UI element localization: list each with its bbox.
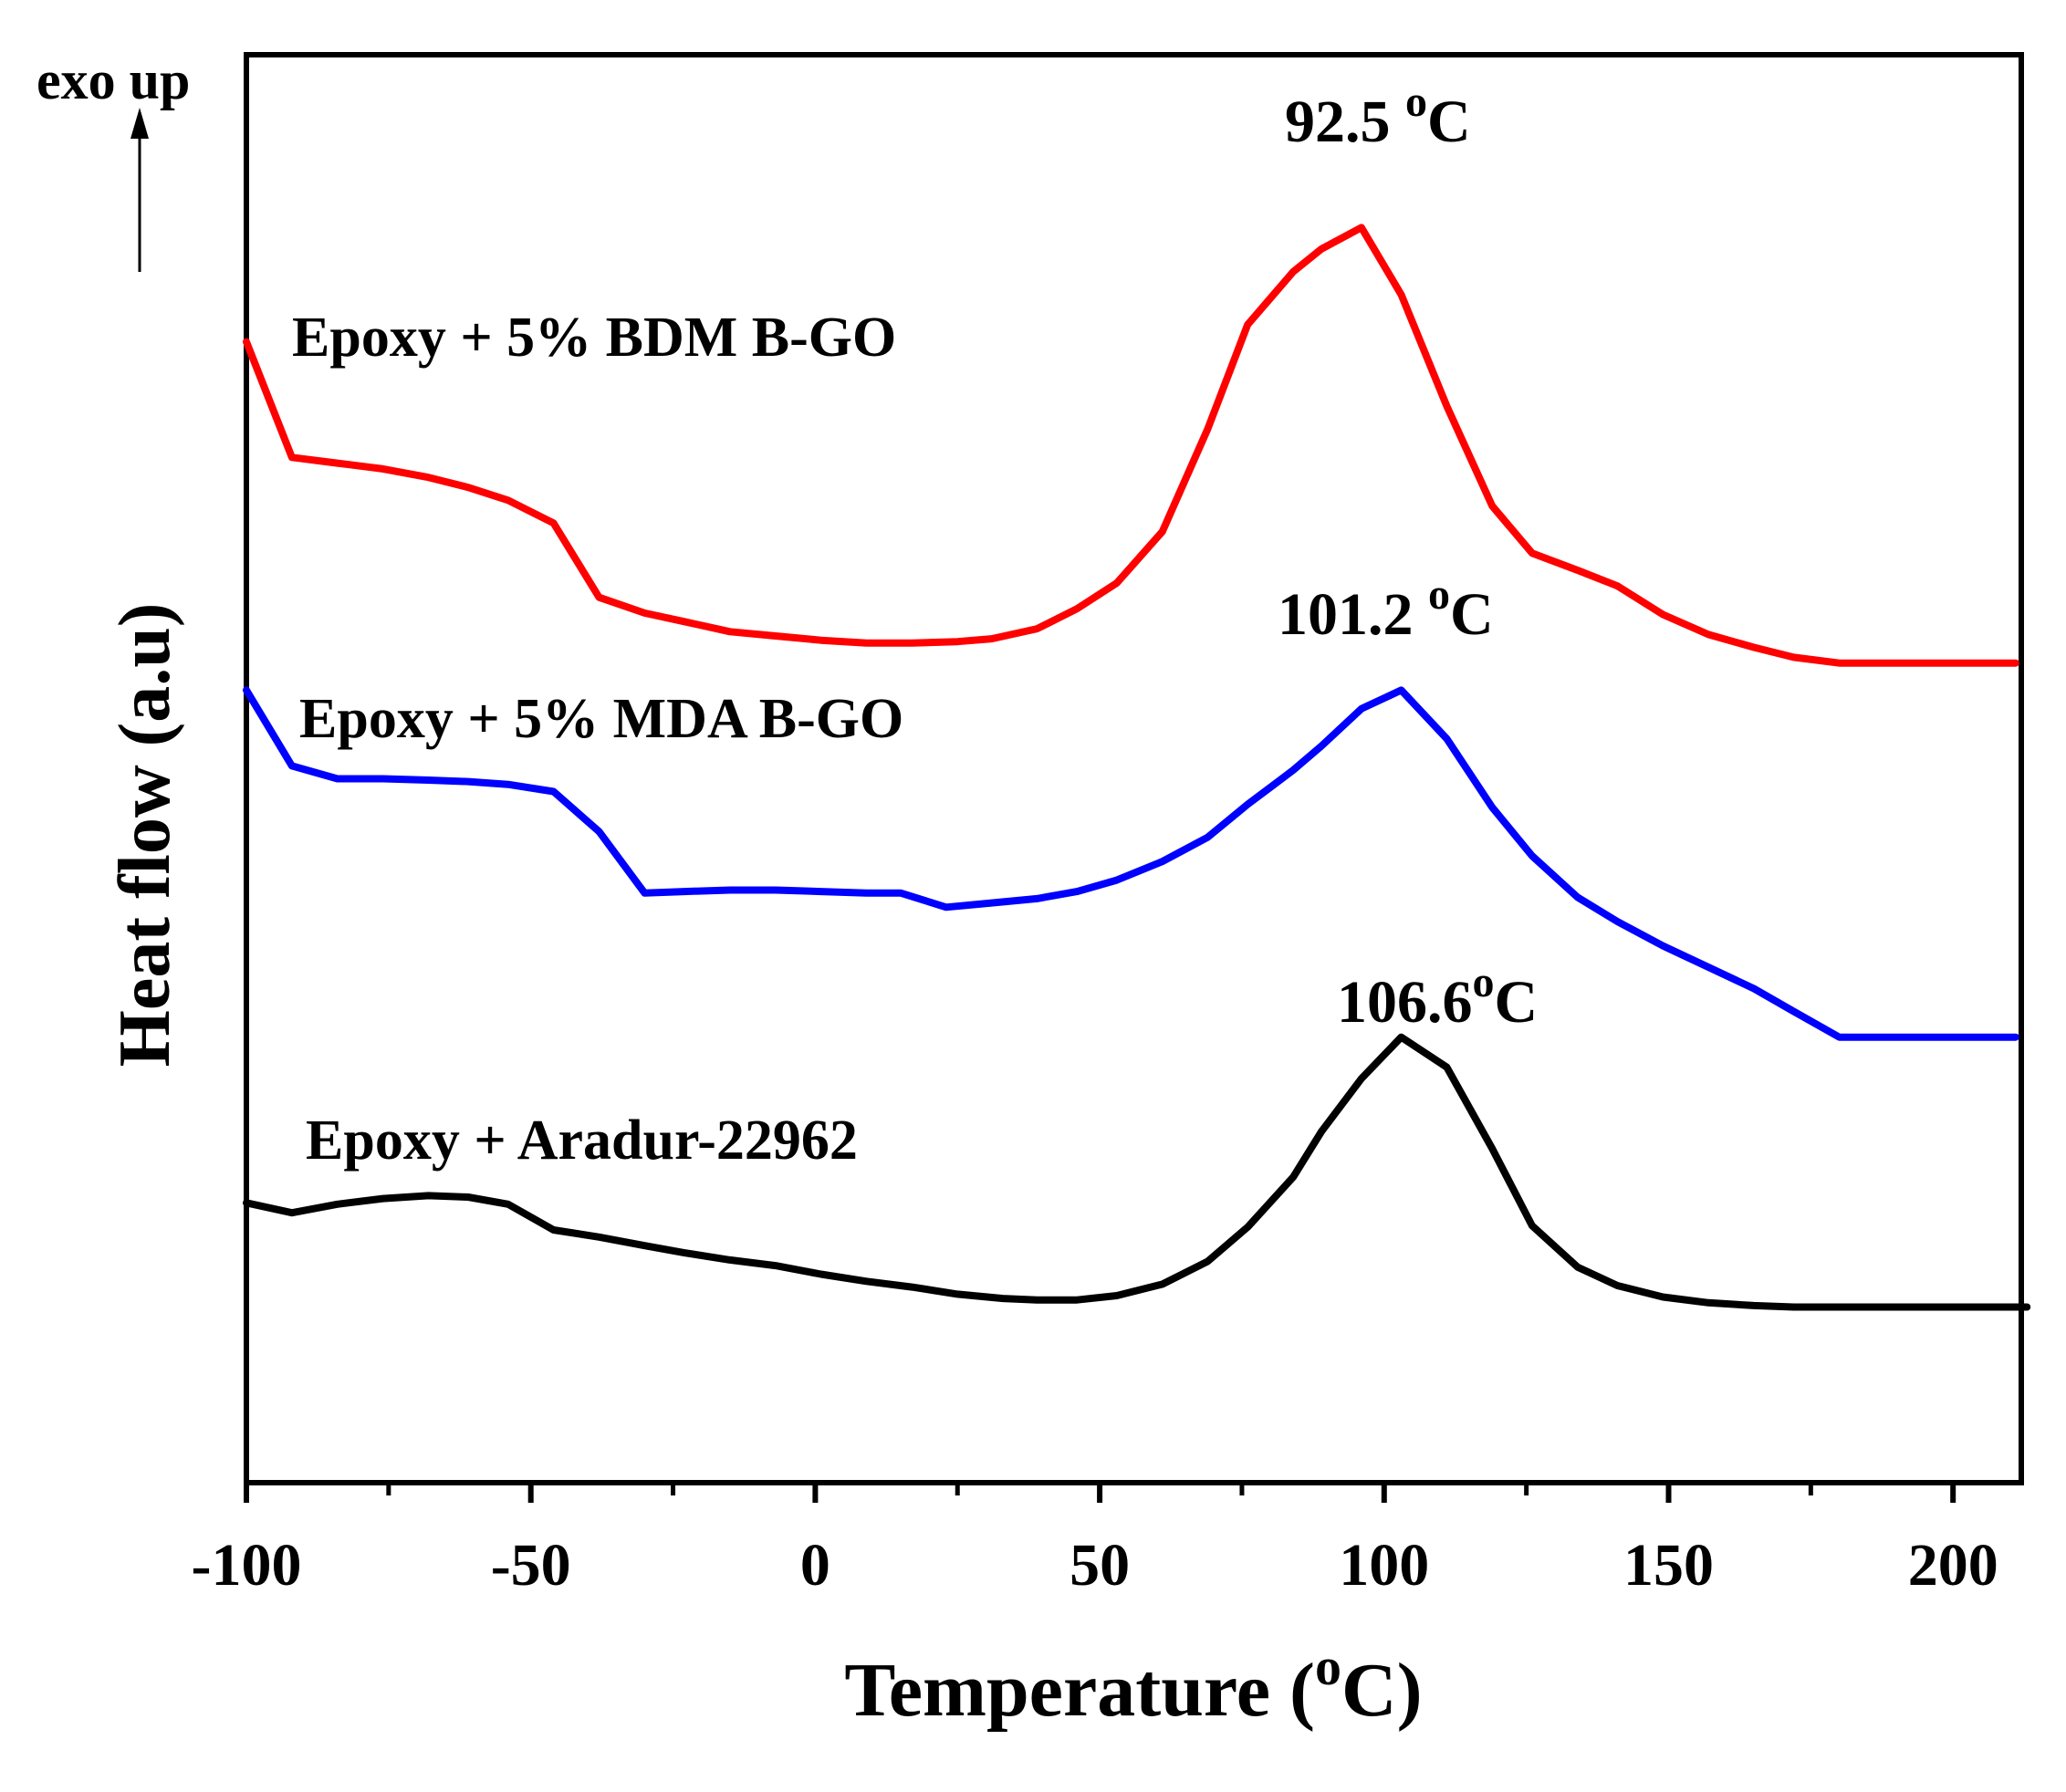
series-line-mda [243,686,2019,1041]
exo-up-label: exo up [37,50,190,110]
plot-frame [244,52,2024,1485]
peak-degree-aradur: o [1473,958,1495,1006]
series-layer [243,224,2031,1311]
x-tick-label: 50 [1070,1532,1130,1599]
peak-unit-aradur: C [1495,969,1539,1036]
peak-value-bdm: 92.5 [1285,89,1405,155]
y-axis-label: Heat flow (a.u) [105,603,185,1068]
x-tick-label: 150 [1623,1532,1714,1599]
x-axis-label-suffix: C) [1341,1648,1423,1733]
peak-annotation-aradur: 106.6oC [1337,958,1538,1036]
x-tick-label: 100 [1339,1532,1429,1599]
series-label-bdm: Epoxy + 5% BDM B-GO [292,307,896,369]
series-label-mda: Epoxy + 5% MDA B-GO [299,688,903,750]
x-tick-label: 0 [800,1532,830,1599]
x-axis-label: Temperature (oC) [844,1637,1422,1733]
peak-unit-mda: C [1450,581,1494,648]
peak-value-aradur: 106.6 [1337,969,1473,1036]
x-axis-label-degree: o [1315,1637,1341,1696]
x-axis-ticks: -100 -50 0 50 100 150 200 [192,1483,1998,1599]
peak-degree-mda: o [1428,570,1450,619]
series-line-aradur [243,1033,2031,1311]
x-tick-label: -50 [491,1532,571,1599]
x-tick-label: 200 [1908,1532,1998,1599]
x-axis-label-prefix: Temperature ( [844,1648,1315,1733]
series-line-bdm [243,224,2019,667]
x-tick-label: -100 [192,1532,302,1599]
peak-unit-bdm: C [1427,89,1471,155]
peak-value-mda: 101.2 [1278,581,1428,648]
exo-up-arrow-icon [130,108,149,139]
peak-annotation-mda: 101.2 oC [1278,570,1494,648]
series-label-aradur: Epoxy + Aradur-22962 [306,1110,858,1172]
peak-annotation-bdm: 92.5 oC [1285,78,1471,155]
peak-degree-bdm: o [1405,78,1427,126]
